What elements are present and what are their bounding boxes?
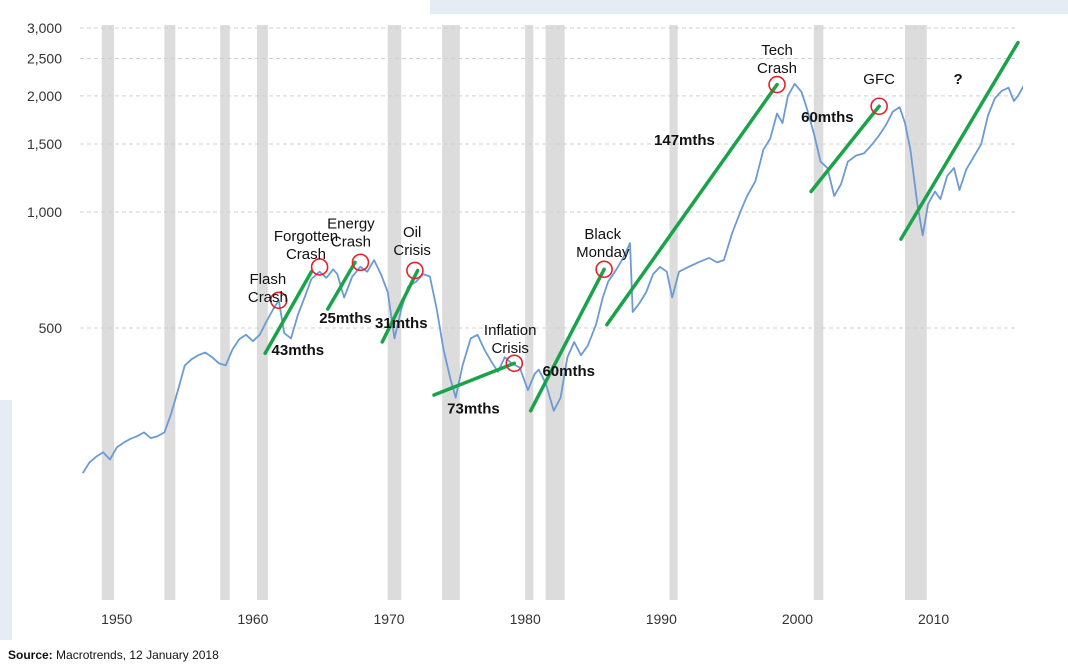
event-label: GFC: [863, 71, 895, 88]
trend-line: [263, 269, 314, 356]
recession-band: [101, 25, 115, 600]
source-text: Macrotrends, 12 January 2018: [52, 648, 219, 662]
trend-line: [380, 268, 420, 344]
event-label: ?: [954, 71, 963, 88]
event-label-line: Crisis: [393, 242, 431, 259]
recession-band: [813, 25, 824, 600]
background-band-left: [0, 400, 12, 640]
x-tick-label: 1990: [646, 611, 677, 627]
recession-band: [442, 25, 460, 600]
trend-line: [809, 104, 881, 194]
source-note: Source: Macrotrends, 12 January 2018: [8, 648, 219, 662]
event-label-line: Inflation: [484, 322, 537, 339]
y-tick-label: 2,000: [27, 88, 62, 104]
y-tick-label: 3,000: [27, 20, 62, 36]
duration-label: 60mths: [801, 109, 854, 126]
trend-line: [899, 40, 1020, 241]
recession-band: [387, 25, 402, 600]
y-tick-label: 500: [39, 320, 63, 336]
duration-label: 25mths: [319, 310, 372, 327]
peak-marker: [870, 97, 888, 116]
trend-line: [528, 267, 606, 413]
duration-label: 60mths: [542, 363, 595, 380]
peak-marker: [351, 253, 370, 272]
recession-band: [220, 25, 230, 600]
event-label-line: Energy: [327, 216, 375, 233]
recession-band: [525, 25, 534, 600]
event-label-line: Crash: [286, 246, 326, 263]
trend-line: [432, 361, 517, 397]
event-label-line: Crash: [757, 60, 797, 77]
background-band-top: [430, 0, 1068, 14]
event-label-line: Flash: [250, 271, 287, 288]
duration-label: 73mths: [447, 401, 500, 418]
event-label: Inflation Crisis: [484, 322, 537, 357]
duration-label: 31mths: [375, 315, 428, 332]
event-label: Black Monday: [576, 226, 630, 261]
event-label-line: Black: [584, 226, 621, 243]
y-tick-label: 1,500: [27, 136, 62, 152]
event-label-line: Crash: [248, 289, 288, 306]
price-line: [81, 82, 1023, 474]
source-label: Source:: [8, 648, 53, 662]
duration-label: 43mths: [272, 342, 325, 359]
peak-marker: [768, 75, 786, 94]
x-tick-label: 1960: [237, 611, 268, 627]
duration-label: 147mths: [654, 132, 715, 149]
event-label-line: ?: [954, 71, 963, 88]
event-label-line: Monday: [576, 244, 630, 261]
event-label-line: Forgotten: [274, 228, 338, 245]
x-tick-label: 2010: [918, 611, 949, 627]
x-tick-label: 1980: [510, 611, 541, 627]
peak-marker: [310, 258, 329, 276]
recession-band: [905, 25, 927, 600]
event-label-line: GFC: [863, 71, 895, 88]
event-label-line: Crash: [331, 234, 371, 251]
peak-marker: [505, 354, 524, 373]
y-tick-label: 2,500: [27, 51, 62, 67]
x-tick-label: 1950: [101, 611, 132, 627]
recession-band: [545, 25, 565, 600]
recession-band: [669, 25, 678, 600]
event-label: Oil Crisis: [393, 224, 431, 259]
trend-line: [326, 260, 357, 311]
trend-line: [605, 82, 779, 327]
peak-marker: [406, 261, 424, 280]
event-label-line: Crisis: [491, 340, 529, 357]
peak-marker: [269, 291, 288, 310]
event-label-line: Oil: [403, 224, 421, 241]
recession-band: [256, 25, 268, 600]
x-tick-label: 2000: [782, 611, 813, 627]
event-label-line: Tech: [761, 42, 793, 59]
recession-band: [164, 25, 176, 600]
event-label: Flash Crash: [248, 271, 288, 306]
event-label: Energy Crash: [327, 216, 375, 251]
y-tick-label: 1,000: [27, 204, 62, 220]
peak-marker: [595, 260, 613, 279]
x-tick-label: 1970: [373, 611, 404, 627]
event-label: Forgotten Crash: [274, 228, 338, 263]
event-label: Tech Crash: [757, 42, 797, 77]
stock-chart: 500 1,000 1,500 2,000 2,500 3,000 1950 1960 1970…: [27, 20, 1023, 627]
